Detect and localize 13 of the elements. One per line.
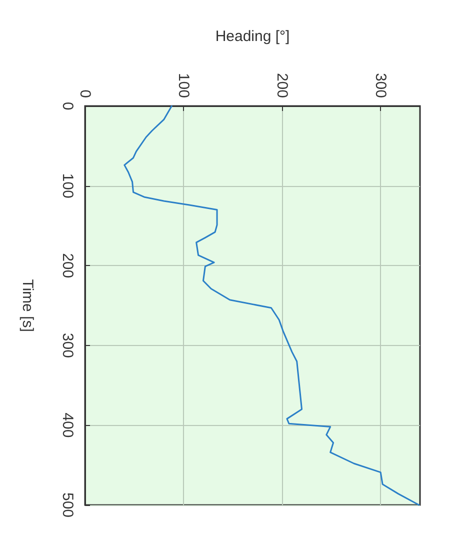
x-tick-label: 100 bbox=[175, 72, 192, 98]
y-tick-label: 300 bbox=[59, 332, 76, 358]
y-tick-label: 0 bbox=[59, 102, 76, 110]
x-axis-title: Heading [°] bbox=[215, 28, 290, 45]
line-series bbox=[124, 105, 420, 506]
y-tick-label: 400 bbox=[59, 412, 76, 438]
y-tick-label: 100 bbox=[59, 173, 76, 198]
y-tick-label: 500 bbox=[59, 492, 76, 518]
x-tick-label: 300 bbox=[372, 72, 390, 98]
y-axis-title: Time [s] bbox=[19, 279, 36, 332]
x-tick-label: 0 bbox=[76, 90, 94, 98]
x-tick-label: 200 bbox=[274, 72, 291, 98]
y-tick-label: 200 bbox=[59, 253, 76, 278]
